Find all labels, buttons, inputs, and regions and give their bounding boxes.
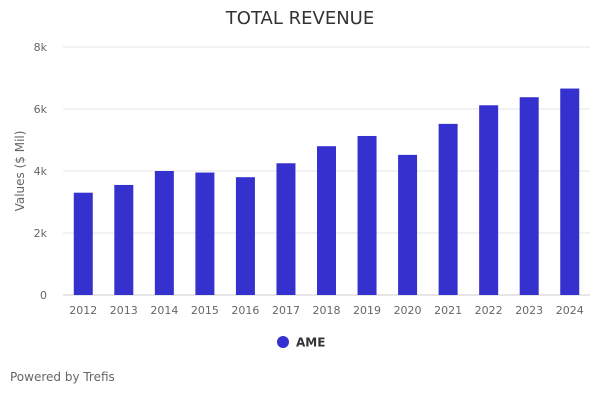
bar-2015[interactable] — [195, 172, 215, 295]
x-tick-label: 2018 — [313, 304, 341, 317]
y-axis-ticks: 0 2k 4k 6k 8k — [34, 41, 48, 302]
x-tick-label: 2022 — [475, 304, 503, 317]
x-tick-label: 2020 — [394, 304, 422, 317]
bar-2017[interactable] — [276, 163, 296, 295]
x-tick-label: 2016 — [231, 304, 259, 317]
y-tick-label: 0 — [40, 289, 47, 302]
x-tick-label: 2021 — [434, 304, 462, 317]
x-tick-label: 2023 — [515, 304, 543, 317]
legend[interactable]: AME — [277, 336, 325, 350]
x-tick-label: 2014 — [150, 304, 178, 317]
legend-marker-icon[interactable] — [277, 336, 289, 348]
x-tick-label: 2024 — [556, 304, 584, 317]
y-tick-label: 4k — [34, 165, 48, 178]
bar-2021[interactable] — [438, 123, 458, 295]
bar-2016[interactable] — [235, 177, 255, 295]
bar-2018[interactable] — [317, 146, 336, 295]
x-tick-label: 2015 — [191, 304, 219, 317]
bars — [73, 88, 580, 295]
x-tick-label: 2019 — [353, 304, 381, 317]
bar-2024[interactable] — [560, 88, 580, 295]
bar-2014[interactable] — [154, 171, 174, 295]
bar-2020[interactable] — [398, 154, 418, 295]
bar-2013[interactable] — [114, 184, 134, 295]
bar-2019[interactable] — [357, 135, 377, 295]
y-axis-label: Values ($ Mil) — [13, 131, 27, 212]
y-tick-label: 8k — [34, 41, 48, 54]
x-axis-ticks: 2012 2013 2014 2015 2016 2017 2018 2019 2020 2021… — [69, 304, 583, 317]
x-tick-label: 2017 — [272, 304, 300, 317]
bar-2012[interactable] — [73, 192, 93, 295]
bar-2023[interactable] — [519, 97, 539, 295]
y-tick-label: 6k — [34, 103, 48, 116]
x-tick-label: 2013 — [110, 304, 138, 317]
y-tick-label: 2k — [34, 227, 48, 240]
powered-by-footer: Powered by Trefis — [10, 370, 115, 384]
bar-2022[interactable] — [479, 105, 499, 295]
chart-title: TOTAL REVENUE — [225, 8, 374, 29]
legend-label[interactable]: AME — [296, 336, 325, 350]
x-tick-label: 2012 — [69, 304, 97, 317]
